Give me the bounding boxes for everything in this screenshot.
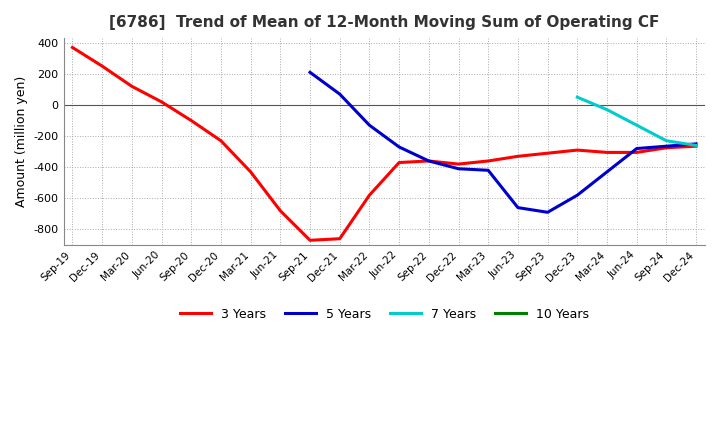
3 Years: [68, 45, 77, 50]
3 Years: [454, 161, 463, 167]
3 Years: [276, 208, 284, 213]
3 Years: [662, 145, 671, 150]
7 Years: [573, 95, 582, 100]
5 Years: [306, 70, 315, 75]
Legend: 3 Years, 5 Years, 7 Years, 10 Years: 3 Years, 5 Years, 7 Years, 10 Years: [174, 303, 594, 326]
3 Years: [632, 150, 641, 155]
3 Years: [692, 143, 701, 149]
5 Years: [454, 166, 463, 172]
5 Years: [632, 146, 641, 151]
3 Years: [603, 150, 611, 155]
3 Years: [395, 160, 403, 165]
5 Years: [513, 205, 522, 210]
3 Years: [425, 158, 433, 164]
Line: 7 Years: 7 Years: [577, 97, 696, 146]
Title: [6786]  Trend of Mean of 12-Month Moving Sum of Operating CF: [6786] Trend of Mean of 12-Month Moving …: [109, 15, 660, 30]
7 Years: [632, 123, 641, 128]
3 Years: [157, 99, 166, 105]
Line: 5 Years: 5 Years: [310, 72, 696, 212]
3 Years: [246, 169, 255, 175]
7 Years: [603, 107, 611, 112]
5 Years: [603, 169, 611, 175]
5 Years: [365, 123, 374, 128]
3 Years: [336, 236, 344, 242]
7 Years: [692, 143, 701, 148]
3 Years: [544, 150, 552, 156]
5 Years: [692, 141, 701, 147]
5 Years: [395, 144, 403, 150]
5 Years: [425, 158, 433, 164]
5 Years: [573, 193, 582, 198]
5 Years: [484, 168, 492, 173]
7 Years: [662, 138, 671, 143]
5 Years: [336, 92, 344, 97]
3 Years: [365, 193, 374, 198]
3 Years: [573, 147, 582, 153]
3 Years: [98, 63, 107, 69]
5 Years: [662, 143, 671, 149]
3 Years: [187, 118, 196, 123]
3 Years: [306, 238, 315, 243]
3 Years: [484, 158, 492, 164]
Y-axis label: Amount (million yen): Amount (million yen): [15, 76, 28, 207]
3 Years: [513, 154, 522, 159]
3 Years: [127, 84, 136, 89]
5 Years: [544, 209, 552, 215]
3 Years: [217, 138, 225, 143]
Line: 3 Years: 3 Years: [73, 48, 696, 240]
